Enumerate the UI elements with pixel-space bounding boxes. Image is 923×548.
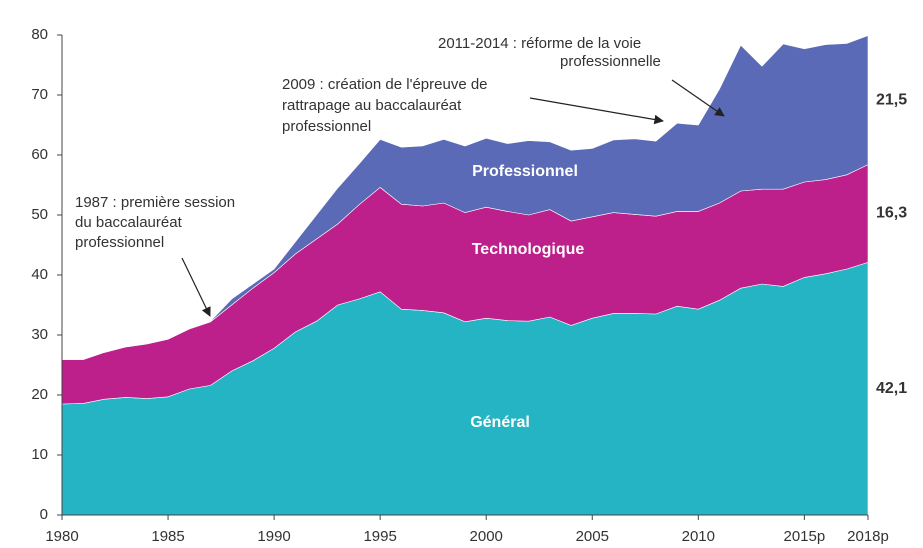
end-value-label: 16,3: [876, 205, 907, 222]
x-tick-label: 1985: [151, 528, 184, 545]
y-tick-label: 10: [31, 446, 48, 463]
annotation: 2011-2014 : réforme de la voie: [438, 35, 641, 52]
annotation-arrow: [181, 257, 211, 317]
y-tick-label: 30: [31, 326, 48, 343]
x-tick-label: 2000: [470, 528, 503, 545]
x-tick-label: 1995: [363, 528, 396, 545]
y-tick-label: 50: [31, 206, 48, 223]
x-tick-label: 2015p: [784, 528, 826, 545]
y-tick-label: 80: [31, 26, 48, 43]
end-value-label: 42,1: [876, 380, 907, 397]
end-value-label: 21,5: [876, 91, 907, 108]
series-label: Technologique: [472, 241, 585, 258]
annotation: rattrapage au baccalauréat: [282, 97, 462, 114]
series-label: Professionnel: [472, 163, 578, 180]
annotation: 2009 : création de l'épreuve de: [282, 76, 488, 93]
y-tick-label: 70: [31, 86, 48, 103]
annotation: professionnelle: [560, 53, 661, 70]
series-label: Général: [470, 414, 530, 431]
area: [62, 35, 869, 360]
annotation: 1987 : première session: [75, 194, 235, 211]
x-tick-label: 1980: [45, 528, 78, 545]
annotation: professionnel: [282, 118, 371, 135]
annotation: professionnel: [75, 234, 164, 251]
annotation-arrow: [671, 79, 725, 117]
x-tick-label: 2005: [576, 528, 609, 545]
x-tick-label: 2018p: [847, 528, 889, 545]
x-tick-label: 2010: [682, 528, 715, 545]
y-tick-label: 60: [31, 146, 48, 163]
x-tick-label: 1990: [257, 528, 290, 545]
y-tick-label: 0: [40, 506, 48, 523]
y-tick-label: 20: [31, 386, 48, 403]
annotation-arrow: [529, 97, 664, 125]
y-tick-label: 40: [31, 266, 48, 283]
annotation: du baccalauréat: [75, 214, 183, 231]
